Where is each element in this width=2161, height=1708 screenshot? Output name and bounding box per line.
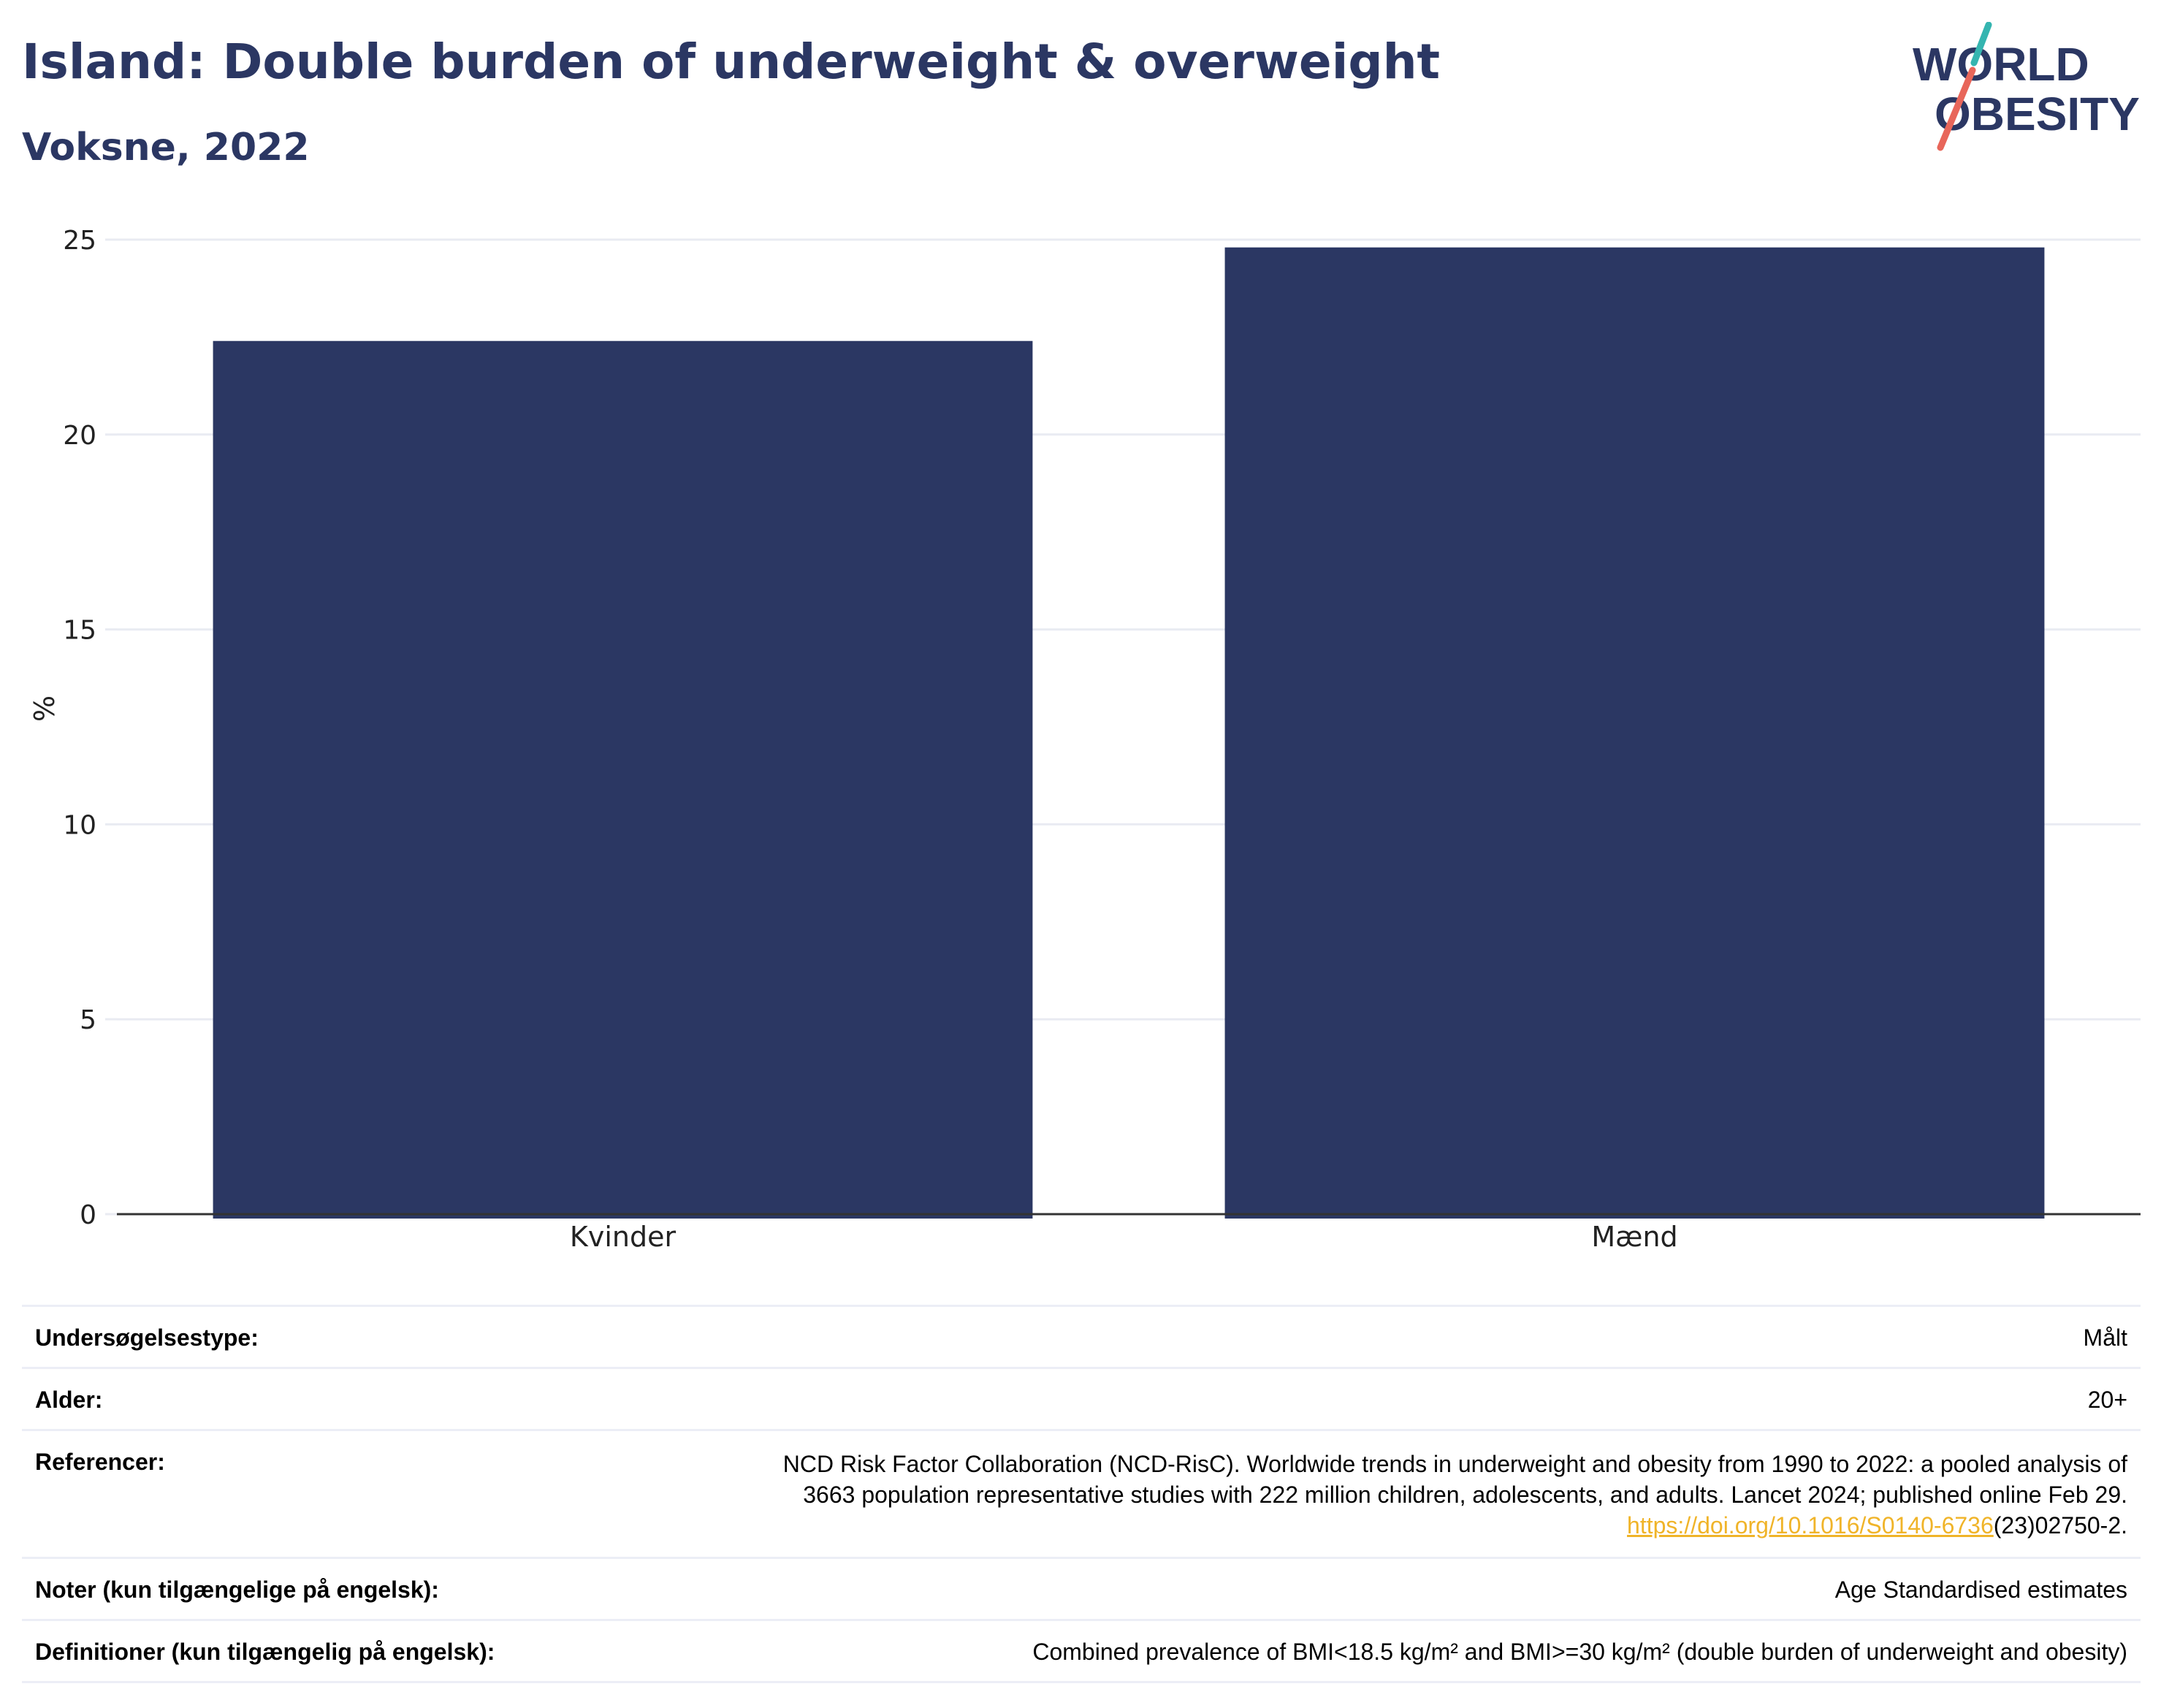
y-tick-label: 15 <box>63 616 96 646</box>
logo-slash-teal <box>1970 22 1992 66</box>
x-tick-label: Mænd <box>1591 1221 1677 1253</box>
x-tick-label: Kvinder <box>570 1221 676 1253</box>
survey-type-value: Målt <box>2083 1324 2127 1351</box>
age-value: 20+ <box>2087 1387 2127 1413</box>
info-row-references: Referencer: NCD Risk Factor Collaboratio… <box>22 1429 2141 1557</box>
info-row-survey-type: Undersøgelsestype: Målt <box>22 1305 2141 1367</box>
logo-line2: OBESITY <box>1935 88 2140 140</box>
logo-line1: WORLD <box>1913 38 2089 91</box>
age-label: Alder: <box>35 1386 103 1413</box>
info-row-age: Alder: 20+ <box>22 1367 2141 1429</box>
y-tick-label: 10 <box>63 810 96 840</box>
bar-chart: 0 5 10 15 20 25 Kvinder Mænd % <box>28 226 2141 1253</box>
y-tick-labels: 0 5 10 15 20 25 <box>63 226 96 1230</box>
bar-2[interactable] <box>1224 247 2045 1219</box>
logo-slash-red <box>1937 66 1976 151</box>
info-row-definitions: Definitioner (kun tilgængelig på engelsk… <box>22 1619 2141 1683</box>
notes-value: Age Standardised estimates <box>1834 1577 2127 1603</box>
y-tick-label: 5 <box>80 1005 96 1035</box>
bar-1[interactable] <box>213 340 1033 1219</box>
definitions-label: Definitioner (kun tilgængelig på engelsk… <box>35 1638 495 1665</box>
references-text-line2: 3663 population representative studies w… <box>803 1482 2127 1508</box>
y-tick-label: 20 <box>63 421 96 451</box>
y-axis-label: % <box>28 695 61 722</box>
y-tick-label: 0 <box>80 1200 96 1230</box>
chart-subtitle: Voksne, 2022 <box>22 126 310 169</box>
info-row-notes: Noter (kun tilgængelige på engelsk): Age… <box>22 1557 2141 1619</box>
info-table: Undersøgelsestype: Målt Alder: 20+ Refer… <box>22 1305 2141 1683</box>
y-tick-label: 25 <box>63 226 96 256</box>
notes-label: Noter (kun tilgængelige på engelsk): <box>35 1576 439 1603</box>
references-doi-link[interactable]: https://doi.org/10.1016/S0140-6736 <box>1627 1512 1994 1539</box>
references-text-line1: NCD Risk Factor Collaboration (NCD-RisC)… <box>782 1451 2127 1477</box>
references-value: NCD Risk Factor Collaboration (NCD-RisC)… <box>783 1449 2127 1541</box>
world-obesity-logo: WORLD OBESITY <box>1913 22 2140 151</box>
bars <box>213 247 2045 1219</box>
references-link-suffix: (23)02750-2. <box>1993 1512 2127 1539</box>
survey-type-label: Undersøgelsestype: <box>35 1324 259 1351</box>
definitions-value: Combined prevalence of BMI<18.5 kg/m² an… <box>1032 1639 2127 1665</box>
chart-title: Island: Double burden of underweight & o… <box>22 34 1441 90</box>
x-tick-labels: Kvinder Mænd <box>570 1221 1678 1253</box>
references-label: Referencer: <box>35 1449 165 1475</box>
